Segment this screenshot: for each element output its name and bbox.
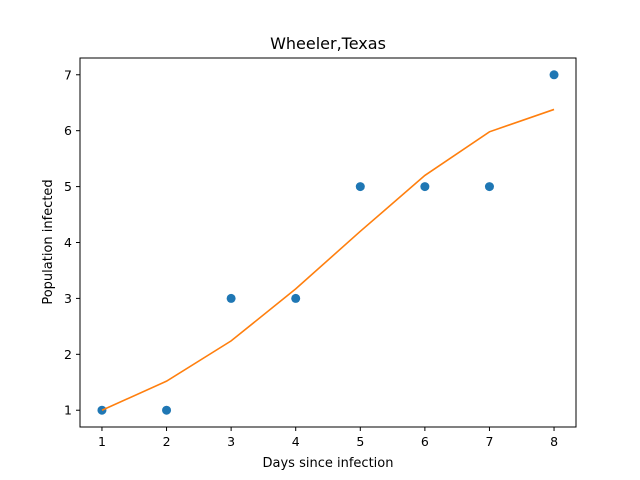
chart-title: Wheeler,Texas — [270, 34, 386, 53]
data-point — [162, 405, 172, 415]
y-tick-label: 7 — [64, 67, 72, 82]
x-tick-label: 1 — [98, 434, 106, 449]
plot-area — [97, 70, 559, 415]
y-tick-label: 2 — [64, 347, 72, 362]
y-tick-label: 6 — [64, 123, 72, 138]
data-point — [355, 182, 365, 192]
y-tick-label: 5 — [64, 179, 72, 194]
y-axis: 1 2 3 4 5 6 7 — [64, 67, 80, 418]
data-point — [484, 182, 494, 192]
axes-frame — [79, 57, 577, 428]
y-tick-label: 3 — [64, 291, 72, 306]
x-tick-label: 7 — [485, 434, 493, 449]
data-point — [226, 293, 236, 303]
x-tick-label: 8 — [550, 434, 558, 449]
data-point — [420, 182, 430, 192]
x-axis-label: Days since infection — [263, 456, 394, 471]
x-tick-label: 2 — [163, 434, 171, 449]
trend-line — [101, 108, 555, 411]
y-axis-label: Population infected — [41, 179, 56, 304]
x-tick-label: 5 — [356, 434, 364, 449]
data-point — [291, 293, 301, 303]
y-tick-label: 1 — [64, 403, 72, 418]
x-axis: 1 2 3 4 5 6 7 8 — [98, 427, 558, 449]
x-tick-label: 6 — [421, 434, 429, 449]
y-tick-label: 4 — [64, 235, 72, 250]
x-tick-label: 3 — [227, 434, 235, 449]
x-tick-label: 4 — [292, 434, 300, 449]
data-point — [549, 70, 559, 80]
